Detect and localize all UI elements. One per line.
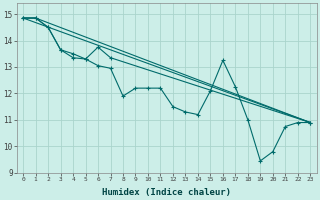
X-axis label: Humidex (Indice chaleur): Humidex (Indice chaleur): [102, 188, 231, 197]
